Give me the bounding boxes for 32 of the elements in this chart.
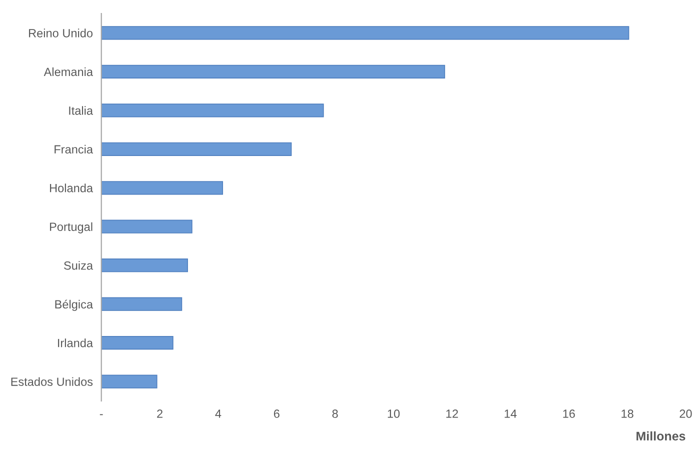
y-tick-label: Francia <box>54 144 94 154</box>
x-tick-label: 4 <box>215 410 222 418</box>
y-tick-label: Bélgica <box>55 300 94 311</box>
y-tick-label: Estados Unidos <box>11 377 93 386</box>
y-tick-label: Suiza <box>64 261 94 270</box>
x-tick-label: - <box>100 414 103 416</box>
y-tick-label: Irlanda <box>58 338 94 348</box>
bar <box>101 64 446 78</box>
x-tick-label: 8 <box>332 410 338 418</box>
x-tick-label: 14 <box>504 410 517 418</box>
x-tick-label: 12 <box>446 410 458 418</box>
bar <box>101 142 292 156</box>
y-tick-label: Alemania <box>44 67 94 76</box>
bar <box>101 26 630 40</box>
y-tick-label: Italia <box>69 106 94 115</box>
bar <box>101 336 174 350</box>
bar <box>101 297 182 311</box>
bar <box>101 258 188 272</box>
x-axis-title: Millones <box>636 431 686 441</box>
x-tick-label: 16 <box>563 410 575 418</box>
x-tick-label: 10 <box>388 410 400 418</box>
x-tick-label: 2 <box>157 410 162 418</box>
bar <box>101 220 192 234</box>
y-tick-label: Holanda <box>50 184 94 192</box>
y-tick-label: Portugal <box>50 222 92 234</box>
x-tick-label: 18 <box>622 410 634 418</box>
y-tick-label: Reino Unido <box>29 28 93 38</box>
bar <box>101 374 158 388</box>
x-tick-label: 20 <box>680 410 692 418</box>
bar <box>101 104 324 118</box>
x-tick-label: 6 <box>274 410 280 418</box>
bar <box>101 181 224 195</box>
